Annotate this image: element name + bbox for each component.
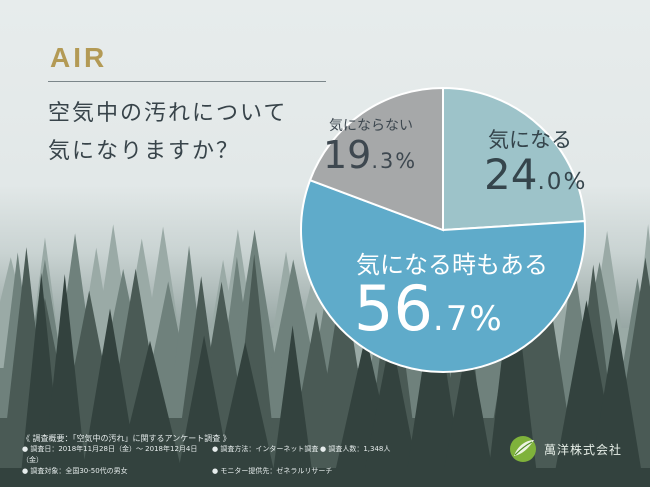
pie-slice-sometimes: [300, 178, 586, 373]
survey-monitor: ● モニター提供先：ゼネラルリサーチ: [212, 467, 333, 475]
forest-floor: [0, 468, 650, 487]
survey-count: ● 調査人数：1,348人: [320, 445, 391, 453]
tree-shape: [82, 308, 138, 470]
survey-question: 空気中の汚れについて 気になりますか？: [48, 95, 328, 171]
tree-shape: [443, 336, 493, 470]
pie-slice-not-worried: [308, 86, 444, 232]
company-name: 萬洋株式会社: [544, 442, 623, 457]
title-divider: [48, 81, 326, 82]
pct-dec-worried: .0%: [537, 169, 588, 195]
tree-shape: [118, 340, 182, 470]
slice-label-not-worried: 気にならない 19.3%: [323, 115, 417, 177]
slice-name-sometimes: 気になる時もある: [356, 251, 548, 279]
tree-shape: [364, 335, 418, 470]
survey-footer: 《 調査概要：「空気中の汚れ」に関するアンケート調査 》 ● 調査日：2018年…: [22, 433, 492, 477]
slice-pct-not-worried: 19.3%: [323, 133, 417, 177]
leaf-logo-icon: [510, 436, 536, 462]
pie-slice-worried: [442, 86, 586, 232]
survey-date: ● 調査日：2018年11月28日（金）～ 2018年12月4日（金）: [22, 445, 198, 464]
footer-row-2: ● 調査対象：全国30-50代の男女 ● モニター提供先：ゼネラルリサーチ: [22, 466, 492, 477]
tree-shape: [216, 342, 274, 470]
tree-shape: [488, 266, 537, 470]
pct-int-worried: 24: [484, 150, 538, 199]
slice-name-not-worried: 気にならない: [329, 118, 413, 134]
survey-method: ● 調査方法：インターネット調査: [212, 445, 319, 453]
pct-int-not-worried: 19: [323, 133, 372, 177]
tree-shape: [178, 335, 230, 470]
question-line-1: 空気中の汚れについて: [48, 101, 288, 126]
pct-dec-sometimes: .7%: [432, 299, 504, 339]
company-logo: 萬洋株式会社: [508, 434, 622, 464]
survey-footer-title: 《 調査概要：「空気中の汚れ」に関するアンケート調査 》: [22, 434, 231, 443]
tree-shape: [270, 259, 316, 370]
slice-name-worried: 気になる: [488, 128, 572, 152]
tree-shape: [319, 274, 366, 420]
pct-int-sometimes: 56: [354, 272, 433, 345]
tree-shape: [407, 290, 462, 470]
slice-label-sometimes: 気になる時もある 56.7%: [354, 245, 548, 345]
slice-pct-worried: 24.0%: [484, 150, 587, 199]
slice-pct-sometimes: 56.7%: [354, 272, 548, 345]
slice-label-worried: 気になる 24.0%: [484, 124, 587, 199]
tree-shape: [518, 257, 569, 420]
question-line-2: 気になりますか？: [48, 139, 241, 164]
tree-shape: [273, 325, 312, 470]
brand-title: AIR: [50, 42, 108, 73]
tree-shape: [43, 274, 86, 470]
survey-target: ● 調査対象：全国30-50代の男女: [22, 467, 128, 475]
tree-shape: [619, 257, 650, 420]
tree-shape: [591, 317, 642, 470]
footer-row-1: ● 調査日：2018年11月28日（金）～ 2018年12月4日（金） ● 調査…: [22, 444, 492, 466]
pct-dec-not-worried: .3%: [371, 149, 418, 173]
